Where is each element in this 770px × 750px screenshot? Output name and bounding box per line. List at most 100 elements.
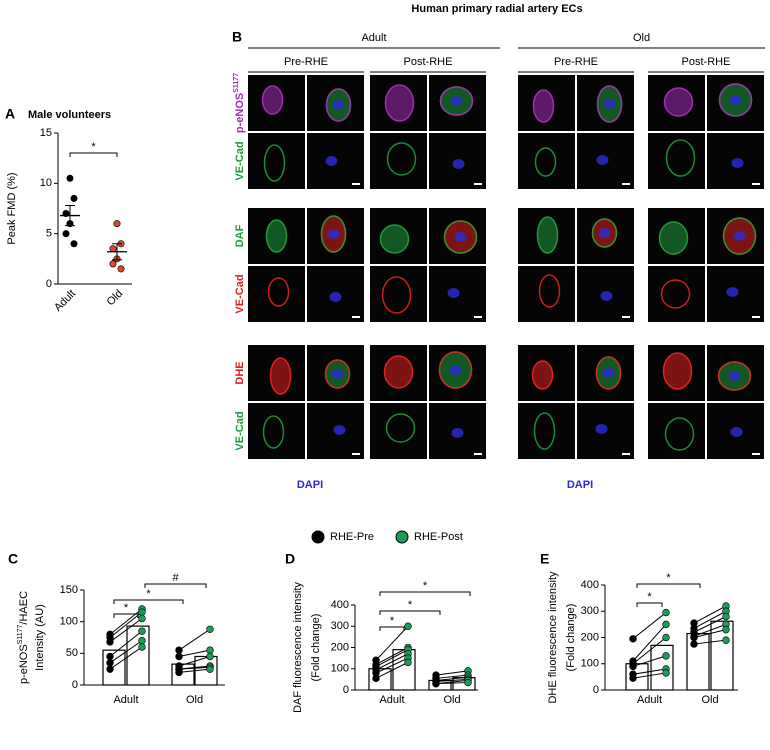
row-label-sup: S1177 (233, 73, 240, 93)
error-bar (112, 243, 122, 261)
y-tick-label: 5 (46, 228, 52, 240)
pair-line (178, 656, 211, 667)
pair-line (178, 668, 211, 673)
cell-edge (320, 215, 347, 253)
y-tick-label: 10 (40, 177, 52, 189)
data-point (662, 633, 670, 642)
significance-label: * (124, 602, 129, 614)
row-label: VE-Cad (234, 411, 246, 450)
y-axis-label: (Fold change) (310, 614, 322, 682)
pair-line (632, 637, 667, 665)
nucleus (600, 291, 613, 301)
cell-edge (538, 274, 561, 308)
micrograph (648, 266, 705, 322)
nucleus (733, 231, 746, 241)
cell-edge (664, 417, 695, 451)
y-tick-label: 0 (343, 684, 349, 696)
y-axis-label-part: p-eNOS (18, 644, 30, 684)
pair-line (632, 655, 667, 667)
data-point (106, 665, 114, 673)
data-point (109, 260, 117, 268)
panel-label: D (285, 551, 295, 567)
bar (650, 644, 674, 691)
panel-label: E (540, 551, 549, 567)
significance-label: * (647, 591, 652, 603)
y-axis-label: DAF fluorescence intensity (292, 582, 304, 713)
y-axis-label-sup: S1177 (17, 624, 24, 644)
y-axis-label-part: DAF fluorescence intensity (292, 582, 304, 713)
legend-label: RHE-Pre (330, 531, 374, 543)
micrograph (370, 266, 427, 322)
data-point (175, 646, 183, 654)
significance-bracket (379, 591, 471, 596)
nucleus (450, 96, 463, 106)
cell-edge (660, 279, 691, 309)
y-tick-label: 200 (331, 641, 349, 653)
y-axis-label-part: /HAEC (18, 591, 30, 625)
bar (686, 632, 710, 691)
group-header: Old (633, 32, 650, 44)
cell-edge (596, 85, 623, 123)
pair-line (109, 640, 143, 664)
data-point (722, 636, 730, 644)
significance-bracket (379, 610, 441, 615)
nucleus (447, 288, 460, 298)
nucleus (729, 95, 742, 105)
significance-label: * (423, 580, 428, 592)
micrograph (518, 266, 575, 322)
pair-line (375, 661, 409, 679)
y-tick-label: 15 (40, 127, 52, 139)
pair-line (375, 649, 409, 668)
y-tick-label: 400 (331, 599, 349, 611)
panel-label: B (232, 29, 242, 45)
y-tick-label: 200 (581, 631, 599, 643)
pair-line (632, 612, 667, 640)
pair-line (693, 623, 727, 637)
pair-line (375, 625, 409, 661)
cell-edge (443, 220, 478, 254)
data-point (629, 662, 637, 671)
y-axis-label: DHE fluorescence intensity (547, 571, 559, 704)
significance-bracket (144, 583, 207, 588)
x-tick-label: Adult (379, 694, 404, 706)
significance-bracket (379, 626, 405, 631)
y-tick-label: 400 (581, 579, 599, 591)
data-point (206, 652, 214, 661)
pair-line (632, 624, 667, 662)
cell-edge (591, 218, 618, 248)
y-tick-label: 100 (60, 616, 78, 628)
data-point (113, 220, 121, 228)
row-label: DHE (234, 361, 246, 384)
pair-line (632, 672, 667, 679)
condition-header: Post-RHE (404, 56, 453, 68)
nucleus (595, 424, 608, 434)
legend-label: RHE-Post (414, 531, 463, 543)
pair-line (435, 676, 469, 681)
nucleus (596, 155, 609, 165)
data-point (662, 652, 670, 660)
nucleus (730, 427, 743, 437)
panel-b-title: Human primary radial artery ECs (411, 3, 582, 15)
data-point (106, 659, 114, 667)
micrograph (248, 403, 305, 459)
cell-edge (722, 217, 757, 255)
x-tick-label: Adult (637, 694, 662, 706)
legend-marker (311, 530, 325, 544)
nucleus (451, 428, 464, 438)
row-label: p-eNOSS1177 (233, 73, 246, 133)
data-point (138, 636, 146, 645)
cell-edge (386, 142, 417, 176)
x-tick-label: Old (443, 694, 460, 706)
dapi-label: DAPI (567, 479, 593, 491)
panel-label: C (8, 551, 18, 567)
data-point (432, 679, 440, 688)
pair-line (109, 611, 143, 638)
cell-stain (379, 224, 410, 254)
pair-line (178, 628, 211, 651)
cell-edge (439, 86, 474, 116)
cell-stain (531, 360, 554, 390)
pair-line (435, 678, 469, 682)
significance-bracket (636, 602, 663, 607)
nucleus (449, 365, 462, 375)
cell-stain (384, 84, 415, 122)
